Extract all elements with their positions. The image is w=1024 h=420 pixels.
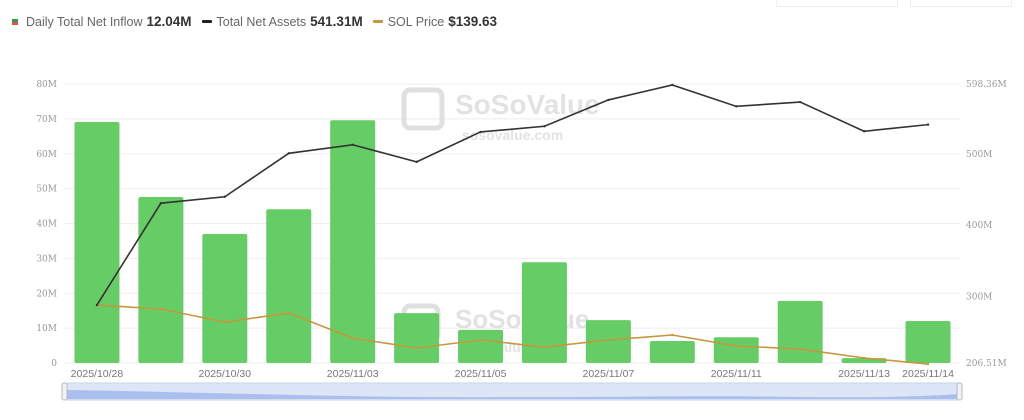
y-tick-left: 0 — [51, 359, 57, 369]
x-tick: 2025/11/03 — [327, 368, 379, 380]
bar-2025/11/05[interactable] — [458, 329, 504, 363]
bar-2025/10/31[interactable] — [266, 209, 312, 363]
slider-handle-right[interactable] — [956, 382, 963, 401]
y-tick-right: 500M — [966, 150, 992, 160]
net-assets-line-point[interactable] — [351, 143, 354, 146]
sol-price-line-point[interactable] — [543, 345, 546, 349]
net-assets-line-point[interactable] — [95, 303, 99, 307]
sol-price-line-point[interactable] — [607, 338, 610, 342]
y-tick-left: 50M — [36, 185, 57, 195]
bar-2025/10/28[interactable] — [74, 122, 120, 363]
x-tick: 2025/11/14 — [902, 368, 954, 380]
sol-price-line-point[interactable] — [351, 336, 354, 340]
y-tick-left: 60M — [36, 150, 57, 160]
toolbar-box — [910, 0, 1012, 7]
bar-2025/11/10[interactable] — [649, 341, 695, 363]
sol-price-line-point[interactable] — [671, 333, 674, 337]
bar-2025/11/14[interactable] — [905, 321, 951, 363]
y-tick-left: 70M — [36, 115, 57, 125]
legend-inflow[interactable]: Daily Total Net Inflow 12.04M — [12, 14, 192, 29]
bar-2025/10/29[interactable] — [138, 196, 184, 363]
net-assets-line-point[interactable] — [479, 130, 482, 134]
y-tick-left: 20M — [36, 289, 57, 299]
y-tick-right: 300M — [966, 292, 992, 302]
bar-2025/11/06[interactable] — [521, 262, 567, 363]
net-assets-line-point[interactable] — [415, 160, 418, 164]
net-assets-line-point[interactable] — [287, 152, 290, 155]
bar-2025/11/12[interactable] — [777, 300, 823, 363]
slider-preview — [66, 390, 959, 399]
legend-value: 12.04M — [146, 14, 192, 29]
sol-price-line-point[interactable] — [926, 362, 930, 366]
net-assets-line-point[interactable] — [798, 100, 802, 104]
net-assets-line-point[interactable] — [223, 195, 227, 198]
slider-handle-left[interactable] — [61, 382, 68, 401]
y-tick-right: 598.36M — [966, 80, 1007, 90]
toolbar-box — [776, 0, 898, 7]
legend-label: Total Net Assets — [216, 14, 307, 29]
sol-price-line-point[interactable] — [798, 347, 802, 351]
net-assets-line-point[interactable] — [159, 201, 163, 205]
legend-assets[interactable]: Total Net Assets 541.31M — [201, 14, 363, 29]
sol-price-line — [96, 304, 929, 365]
y-tick-right: 400M — [966, 221, 992, 231]
x-tick: 2025/11/13 — [838, 368, 890, 380]
net-assets-line-point[interactable] — [862, 130, 866, 133]
sol-price-line-point[interactable] — [223, 320, 227, 324]
inflow-swatch — [12, 18, 18, 25]
net-assets-line-point[interactable] — [926, 123, 930, 126]
bar-2025/11/07[interactable] — [585, 320, 631, 363]
y-tick-left: 10M — [36, 324, 57, 334]
sol-price-line-point[interactable] — [862, 356, 866, 360]
net-assets-line-point[interactable] — [543, 125, 546, 128]
y-tick-left: 40M — [36, 220, 57, 230]
sol-price-line-point[interactable] — [287, 311, 290, 315]
bar-2025/11/11[interactable] — [713, 337, 759, 363]
y-tick-left: 30M — [36, 254, 57, 264]
bar-2025/11/04[interactable] — [394, 313, 440, 363]
sol-price-line-point[interactable] — [415, 346, 418, 350]
bar-2025/11/03[interactable] — [330, 120, 376, 364]
net-assets-line — [96, 84, 929, 306]
assets-swatch — [201, 20, 212, 23]
y-tick-left: 80M — [36, 80, 57, 90]
legend: Daily Total Net Inflow 12.04M Total Net … — [12, 14, 507, 29]
watermark-brand: SoSoValue — [455, 89, 600, 120]
x-tick: 2025/11/11 — [711, 368, 762, 380]
bar-2025/10/30[interactable] — [202, 233, 248, 363]
legend-label: Daily Total Net Inflow — [26, 14, 143, 29]
net-assets-line-point[interactable] — [671, 83, 674, 87]
x-tick: 2025/10/28 — [71, 368, 124, 380]
legend-price[interactable]: SOL Price $139.63 — [372, 14, 498, 29]
net-assets-line-point[interactable] — [735, 105, 738, 108]
legend-value: 541.31M — [310, 14, 363, 29]
x-tick: 2025/10/30 — [199, 368, 252, 380]
range-slider[interactable] — [61, 382, 963, 401]
y-tick-right: 206.51M — [966, 359, 1007, 369]
x-tick: 2025/11/05 — [455, 368, 507, 380]
x-tick: 2025/11/07 — [583, 368, 635, 380]
legend-value: $139.63 — [448, 14, 498, 29]
legend-label: SOL Price — [387, 14, 445, 29]
sol-price-line-point[interactable] — [159, 307, 163, 311]
net-assets-line-point[interactable] — [607, 98, 610, 102]
sol-price-line-point[interactable] — [735, 344, 738, 348]
price-swatch — [372, 20, 383, 23]
sol-price-line-point[interactable] — [479, 338, 482, 342]
